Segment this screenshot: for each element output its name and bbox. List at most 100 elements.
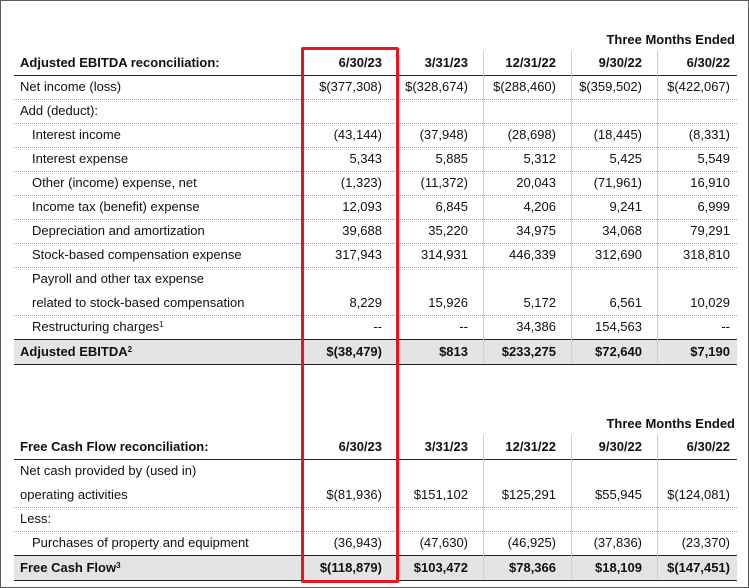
row-value: 39,688 bbox=[342, 223, 382, 238]
table-row: Interest income (43,144) (37,948) (28,69… bbox=[14, 123, 737, 148]
fcf-header-row: Free Cash Flow reconciliation: 6/30/23 3… bbox=[14, 435, 737, 460]
row-value: (43,144) bbox=[333, 127, 382, 142]
row-label: Restructuring charges1 bbox=[32, 315, 164, 339]
column-divider bbox=[571, 51, 572, 363]
ebitda-header-label: Adjusted EBITDA reconciliation: bbox=[20, 55, 220, 70]
table-row: Other (income) expense, net (1,323) (11,… bbox=[14, 171, 737, 196]
row-value: 34,068 bbox=[602, 223, 642, 238]
row-value: 6,999 bbox=[697, 199, 730, 214]
total-value: $72,640 bbox=[595, 344, 642, 359]
ebitda-header-row: Adjusted EBITDA reconciliation: 6/30/23 … bbox=[14, 51, 737, 76]
table-row: Interest expense 5,343 5,885 5,312 5,425… bbox=[14, 147, 737, 172]
total-value: $18,109 bbox=[595, 560, 642, 575]
ebitda-col-header: 6/30/23 bbox=[338, 55, 382, 70]
fcf-period-label: Three Months Ended bbox=[606, 416, 735, 431]
fcf-total-row: Free Cash Flow3 $(118,879) $103,472 $78,… bbox=[14, 555, 737, 581]
row-label: Add (deduct): bbox=[20, 103, 99, 118]
total-label: Adjusted EBITDA2 bbox=[20, 340, 132, 364]
total-value: $813 bbox=[439, 344, 468, 359]
row-value: 154,563 bbox=[595, 319, 642, 334]
row-value: 10,029 bbox=[690, 295, 730, 310]
row-value: (37,948) bbox=[419, 127, 468, 142]
ebitda-col-header: 3/31/23 bbox=[424, 55, 468, 70]
row-label: Depreciation and amortization bbox=[32, 223, 205, 238]
column-divider bbox=[657, 51, 658, 363]
table-row: Add (deduct): bbox=[14, 99, 737, 124]
table-row: Payroll and other tax expense bbox=[14, 267, 737, 291]
row-value: 5,425 bbox=[609, 151, 642, 166]
table-row: operating activities $(81,936) $151,102 … bbox=[14, 483, 737, 508]
total-value: $(38,479) bbox=[326, 344, 382, 359]
total-value: $78,366 bbox=[509, 560, 556, 575]
row-label: operating activities bbox=[20, 487, 128, 502]
row-value: 5,549 bbox=[697, 151, 730, 166]
row-value: (1,323) bbox=[340, 175, 382, 190]
total-value: $103,472 bbox=[413, 560, 468, 575]
row-value: 312,690 bbox=[595, 247, 642, 262]
ebitda-col-header: 9/30/22 bbox=[598, 55, 642, 70]
row-label: Net cash provided by (used in) bbox=[20, 463, 197, 478]
table-row: Net cash provided by (used in) bbox=[14, 459, 737, 483]
row-value: $(124,081) bbox=[667, 487, 730, 502]
row-value: 314,931 bbox=[421, 247, 468, 262]
row-value: 16,910 bbox=[690, 175, 730, 190]
column-divider bbox=[657, 435, 658, 579]
table-row: Income tax (benefit) expense 12,093 6,84… bbox=[14, 195, 737, 220]
row-value: $(81,936) bbox=[326, 487, 382, 502]
footnote-marker: 2 bbox=[127, 345, 133, 354]
ebitda-col-header: 12/31/22 bbox=[505, 55, 556, 70]
row-value: -- bbox=[373, 319, 382, 334]
row-value: $(422,067) bbox=[667, 79, 730, 94]
row-value: (47,630) bbox=[419, 535, 468, 550]
row-label: Other (income) expense, net bbox=[32, 175, 197, 190]
total-label: Free Cash Flow3 bbox=[20, 556, 121, 580]
row-value: -- bbox=[721, 319, 730, 334]
column-divider bbox=[571, 435, 572, 579]
row-value: 5,343 bbox=[349, 151, 382, 166]
row-value: 6,845 bbox=[435, 199, 468, 214]
table-row: Net income (loss) $(377,308) $(328,674) … bbox=[14, 75, 737, 100]
column-divider bbox=[397, 435, 398, 579]
total-value: $7,190 bbox=[690, 344, 730, 359]
row-value: $(328,674) bbox=[405, 79, 468, 94]
ebitda-total-row: Adjusted EBITDA2 $(38,479) $813 $233,275… bbox=[14, 339, 737, 365]
row-value: 8,229 bbox=[349, 295, 382, 310]
table-row: Stock-based compensation expense 317,943… bbox=[14, 243, 737, 268]
row-label: Interest expense bbox=[32, 151, 129, 166]
fcf-header-label: Free Cash Flow reconciliation: bbox=[20, 439, 209, 454]
footnote-marker: 1 bbox=[159, 320, 164, 329]
row-value: 317,943 bbox=[335, 247, 382, 262]
row-value: $151,102 bbox=[413, 487, 468, 502]
row-label: Stock-based compensation expense bbox=[32, 247, 242, 262]
row-value: 446,339 bbox=[509, 247, 556, 262]
row-value: 34,975 bbox=[516, 223, 556, 238]
row-label: Income tax (benefit) expense bbox=[32, 199, 200, 214]
total-label-text: Free Cash Flow bbox=[20, 560, 117, 575]
row-label: Less: bbox=[20, 511, 52, 526]
row-value: 6,561 bbox=[609, 295, 642, 310]
column-divider bbox=[483, 435, 484, 579]
fcf-col-header: 3/31/23 bbox=[424, 439, 468, 454]
row-value: 15,926 bbox=[428, 295, 468, 310]
row-label: Net income (loss) bbox=[20, 79, 122, 94]
row-value: 4,206 bbox=[523, 199, 556, 214]
row-label: Payroll and other tax expense bbox=[32, 271, 204, 286]
row-value: 9,241 bbox=[609, 199, 642, 214]
row-value: 5,885 bbox=[435, 151, 468, 166]
row-value: $(288,460) bbox=[493, 79, 556, 94]
row-value: (23,370) bbox=[681, 535, 730, 550]
row-label-text: Restructuring charges bbox=[32, 319, 160, 334]
column-divider bbox=[397, 51, 398, 363]
column-divider bbox=[483, 51, 484, 363]
table-row: Depreciation and amortization 39,688 35,… bbox=[14, 219, 737, 244]
row-value: -- bbox=[459, 319, 468, 334]
row-value: 5,172 bbox=[523, 295, 556, 310]
row-value: (18,445) bbox=[593, 127, 642, 142]
row-value: (28,698) bbox=[507, 127, 556, 142]
row-value: (8,331) bbox=[688, 127, 730, 142]
row-value: (36,943) bbox=[333, 535, 382, 550]
row-value: $55,945 bbox=[595, 487, 642, 502]
row-value: 34,386 bbox=[516, 319, 556, 334]
row-value: (71,961) bbox=[593, 175, 642, 190]
row-value: (11,372) bbox=[420, 175, 468, 190]
